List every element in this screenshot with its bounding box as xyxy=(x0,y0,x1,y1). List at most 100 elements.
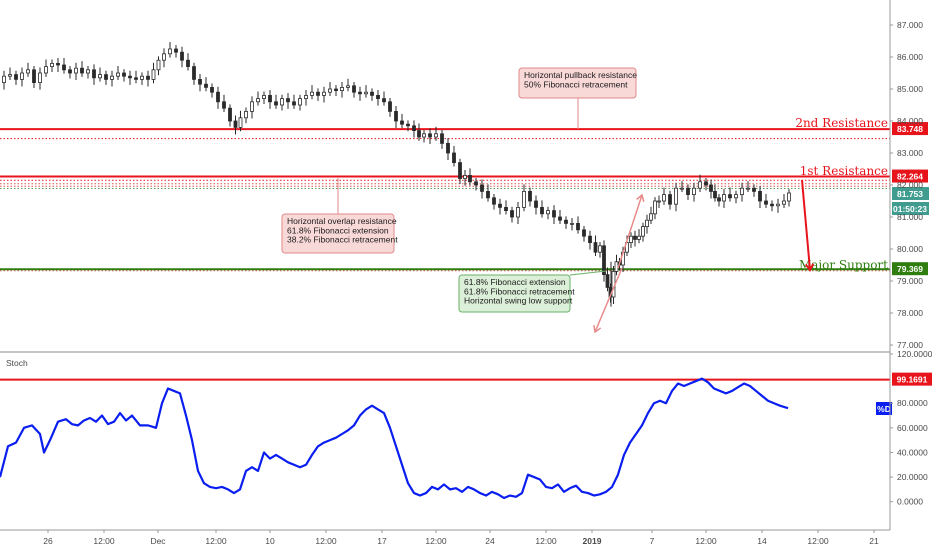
candle-down xyxy=(668,194,672,205)
candle-up xyxy=(674,187,678,205)
level-label: 2nd Resistance xyxy=(795,116,888,130)
time-tick-label: 24 xyxy=(485,536,495,546)
candle-up xyxy=(140,75,144,80)
price-tick-label: 80.000 xyxy=(897,244,923,254)
candle-up xyxy=(8,74,12,77)
candle-down xyxy=(764,200,768,205)
price-tick-label: 81.000 xyxy=(897,212,923,222)
candle-up xyxy=(2,75,6,83)
annotation-box xyxy=(281,213,395,254)
candle-down xyxy=(528,190,532,202)
time-tick-label: 12:00 xyxy=(535,536,557,546)
candle-up xyxy=(156,59,161,71)
candle-down xyxy=(92,69,96,79)
time-tick-label: 14 xyxy=(757,536,767,546)
candle-up xyxy=(746,187,750,190)
time-tick-label: 2019 xyxy=(583,536,602,546)
candle-down xyxy=(268,95,272,103)
level-price-tag-text: 82.264 xyxy=(897,172,923,182)
level-price-tag-text: 79.369 xyxy=(897,264,923,274)
stoch-pane: 99.1691 %D xyxy=(0,372,932,500)
candle-up xyxy=(422,133,426,138)
candle-down xyxy=(417,130,421,138)
fib-arrow-down-head xyxy=(593,324,602,334)
level-label: 1st Resistance xyxy=(800,164,888,178)
time-tick-label: 26 xyxy=(43,536,53,546)
candle-down xyxy=(316,91,320,96)
candle-up xyxy=(653,200,657,215)
time-tick-label: 12:00 xyxy=(93,536,115,546)
price-tick-label: 85.000 xyxy=(897,84,923,94)
candle-down xyxy=(62,64,66,71)
candle-up xyxy=(328,88,332,93)
candle-down xyxy=(540,206,544,215)
candle-up xyxy=(162,53,166,61)
price-tick-label: 79.000 xyxy=(897,276,923,286)
stoch-title: Stoch xyxy=(6,358,28,368)
time-tick-label: 10 xyxy=(265,536,275,546)
candle-down xyxy=(186,59,190,68)
price-tick-label: 83.000 xyxy=(897,148,923,158)
candle-up xyxy=(38,72,42,83)
price-tag-text: 01:50:23 xyxy=(893,204,927,214)
candle-down xyxy=(56,63,60,66)
candle-up xyxy=(168,48,172,55)
annotation-text: 50% Fibonacci retracement xyxy=(524,79,628,89)
candle-down xyxy=(222,101,226,109)
candle-up xyxy=(304,95,308,100)
candle-down xyxy=(192,66,196,80)
candle-down xyxy=(382,98,386,103)
candle-up xyxy=(740,187,744,195)
stoch-level-tag-text: 99.1691 xyxy=(897,375,928,385)
level-label: Major Support xyxy=(799,258,888,272)
time-tick-label: 21 xyxy=(869,536,879,546)
time-tick-label: 12:00 xyxy=(695,536,717,546)
candle-up xyxy=(782,200,786,205)
candle-down xyxy=(709,184,713,192)
time-tick-label: 7 xyxy=(650,536,655,546)
candle-down xyxy=(104,74,108,80)
candle-down xyxy=(228,107,232,122)
candle-up xyxy=(98,74,102,79)
candle-up xyxy=(570,222,574,225)
candle-down xyxy=(376,95,380,100)
stoch-level-tag xyxy=(892,372,932,386)
candle-up xyxy=(262,95,266,100)
stoch-tick-label: 60.0000 xyxy=(897,423,928,433)
candle-down xyxy=(534,200,538,208)
candle-up xyxy=(434,133,438,138)
stoch-tick-label: 40.0000 xyxy=(897,447,928,457)
candle-up xyxy=(546,210,550,215)
annotation-text: Horizontal pullback resistance xyxy=(524,70,637,80)
candle-down xyxy=(358,91,362,95)
candle-up xyxy=(26,69,30,74)
candle-up xyxy=(256,98,260,103)
candle-down xyxy=(717,197,721,202)
fib-arrow-up-head xyxy=(636,193,645,202)
candle-down xyxy=(588,235,592,243)
candle-up xyxy=(776,203,780,207)
candle-up xyxy=(629,235,633,243)
candle-down xyxy=(498,203,502,208)
candle-down xyxy=(216,91,220,103)
annotation-text: 61.8% Fibonacci retracement xyxy=(464,286,575,296)
annotation-box xyxy=(458,274,571,313)
level-price-tag xyxy=(892,262,928,276)
candle-up xyxy=(151,69,156,80)
price-tag xyxy=(892,187,929,200)
candle-up xyxy=(50,63,54,68)
price-tick-label: 82.000 xyxy=(897,180,923,190)
candle-down xyxy=(440,133,444,144)
candle-down xyxy=(728,194,732,199)
candle-down xyxy=(713,190,717,199)
candle-up xyxy=(692,187,696,195)
candle-down xyxy=(428,133,432,138)
price-tick-label: 84.000 xyxy=(897,116,923,126)
candle-down xyxy=(14,74,18,80)
candle-down xyxy=(486,190,490,199)
candle-down xyxy=(752,187,756,192)
candle-down xyxy=(352,85,356,93)
candle-down xyxy=(286,98,290,103)
